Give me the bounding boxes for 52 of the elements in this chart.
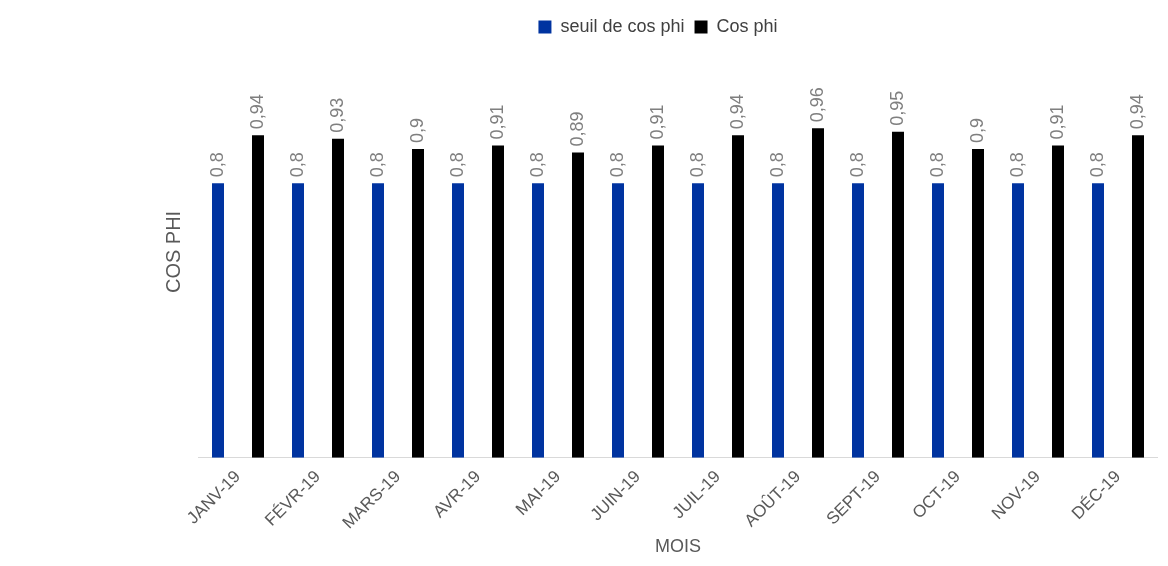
- bar: [452, 183, 464, 458]
- data-label: 0,8: [286, 152, 307, 178]
- data-label: 0,95: [886, 90, 907, 126]
- data-label: 0,94: [726, 94, 747, 130]
- data-label: 0,93: [326, 97, 347, 133]
- bar: [932, 183, 944, 458]
- bar: [892, 131, 904, 458]
- bar: [372, 183, 384, 458]
- data-label: 0,91: [646, 104, 667, 140]
- bar: [772, 183, 784, 458]
- bar: [252, 135, 264, 458]
- data-label: 0,8: [686, 152, 707, 178]
- bar: [812, 128, 824, 458]
- data-label: 0,9: [406, 117, 427, 143]
- data-label: 0,8: [366, 152, 387, 178]
- bar: [492, 145, 504, 458]
- data-label: 0,89: [566, 111, 587, 147]
- bar: [1092, 183, 1104, 458]
- data-label: 0,8: [526, 152, 547, 178]
- bar: [572, 152, 584, 458]
- bar: [612, 183, 624, 458]
- data-label: 0,8: [846, 152, 867, 178]
- bar: [532, 183, 544, 458]
- x-axis-title: MOIS: [654, 536, 702, 557]
- bar: [212, 183, 224, 458]
- data-label: 0,8: [1006, 152, 1027, 178]
- data-label: 0,94: [1126, 94, 1147, 130]
- bar: [292, 183, 304, 458]
- data-label: 0,8: [446, 152, 467, 178]
- data-label: 0,91: [486, 104, 507, 140]
- legend-label: Cos phi: [716, 15, 778, 36]
- bar: [852, 183, 864, 458]
- data-label: 0,91: [1046, 104, 1067, 140]
- data-label: 0,9: [966, 117, 987, 143]
- bar: [972, 148, 984, 458]
- bar: [1052, 145, 1064, 458]
- data-label: 0,94: [246, 94, 267, 130]
- data-label: 0,8: [1086, 152, 1107, 178]
- y-axis-title: COS PHI: [161, 210, 184, 294]
- data-label: 0,8: [206, 152, 227, 178]
- data-label: 0,8: [926, 152, 947, 178]
- legend-label: seuil de cos phi: [560, 15, 685, 36]
- data-label: 0,96: [806, 87, 827, 123]
- bar: [692, 183, 704, 458]
- bar: [1132, 135, 1144, 458]
- bar: [332, 138, 344, 458]
- bar: [652, 145, 664, 458]
- data-label: 0,8: [766, 152, 787, 178]
- bar: [1012, 183, 1024, 458]
- data-label: 0,8: [606, 152, 627, 178]
- bar: [732, 135, 744, 458]
- bar: [412, 148, 424, 458]
